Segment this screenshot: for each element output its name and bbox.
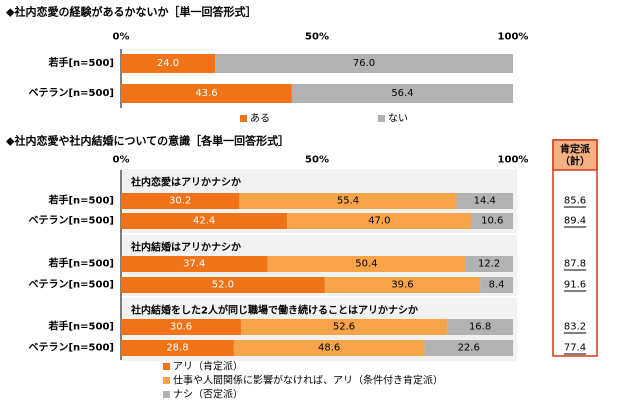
chart-2-category-label: ベテラン[n=500]	[28, 215, 114, 227]
chart-2-data-label: 12.2	[478, 259, 500, 270]
chart-2-legend-swatch	[163, 377, 170, 384]
chart-2-category-label: ベテラン[n=500]	[28, 342, 114, 354]
chart-1-tick-label: 0%	[113, 32, 130, 43]
chart-2-legend-label: ナシ（否定派）	[173, 388, 243, 401]
chart-2-category-label: ベテラン[n=500]	[28, 279, 114, 291]
chart-1-bar	[215, 54, 513, 73]
chart-2-bar	[233, 340, 425, 356]
chart-2-bar	[121, 193, 240, 209]
chart-2-data-label: 55.4	[337, 196, 359, 207]
chart-2-legend-swatch	[163, 363, 170, 370]
chart-1-bar	[291, 84, 513, 103]
chart-2-bar	[287, 213, 472, 229]
summary-total-value: 87.8	[564, 259, 586, 270]
chart-2-question-label: 社内結婚をした2人が同じ職場で働き続けることはアリかナシか	[130, 304, 418, 317]
chart-2-bar	[324, 277, 481, 293]
summary-total-value: 89.4	[564, 216, 586, 227]
chart-1-legend-swatch	[378, 115, 385, 122]
chart-1-data-label: 43.6	[195, 88, 217, 99]
chart-2-data-label: 22.6	[458, 343, 480, 354]
chart-2-legend-swatch	[163, 391, 170, 398]
chart-2-data-label: 39.6	[391, 280, 413, 291]
chart-1-legend-label: ない	[388, 113, 408, 125]
summary-subheader: （計）	[560, 155, 590, 168]
chart-2-bar	[121, 256, 268, 272]
chart-2-data-label: 8.4	[489, 280, 505, 291]
chart-1-category-label: ベテラン[n=500]	[28, 87, 114, 99]
chart-2-legend-label: アリ（肯定派）	[173, 360, 243, 373]
chart-1-tick-label: 100%	[498, 32, 529, 43]
summary-total-value: 85.6	[564, 196, 586, 207]
chart-2-bar	[447, 319, 513, 335]
chart-2-category-label: 若手[n=500]	[47, 320, 114, 333]
chart-2-category-label: 若手[n=500]	[47, 257, 114, 270]
chart-1-tick-label: 50%	[305, 32, 329, 43]
chart-1-title: ◆社内恋愛の経験があるかないか［単一回答形式］	[6, 5, 256, 19]
chart-2-data-label: 50.4	[355, 259, 377, 270]
chart-2-bar	[465, 256, 513, 272]
summary-total-value: 91.6	[564, 280, 586, 291]
chart-2-bar	[424, 340, 513, 356]
chart-2-bar	[471, 213, 513, 229]
chart-2-data-label: 28.8	[166, 343, 188, 354]
chart-1-bar	[121, 84, 292, 103]
chart-2-data-label: 37.4	[183, 259, 205, 270]
chart-1-legend-label: ある	[250, 113, 270, 125]
chart-2-bar	[267, 256, 466, 272]
chart-2-bar	[480, 277, 513, 293]
chart-2-data-label: 52.0	[212, 280, 234, 291]
summary-header: 肯定派	[560, 143, 591, 156]
chart-2-category-label: 若手[n=500]	[47, 194, 114, 207]
summary-total-value: 83.2	[564, 322, 586, 333]
chart-2-tick-label: 0%	[113, 155, 130, 166]
chart-2-question-label: 社内恋愛はアリかナシか	[130, 176, 241, 189]
chart-2-data-label: 47.0	[368, 216, 390, 227]
chart-1-legend-swatch	[240, 115, 247, 122]
chart-1-data-label: 56.4	[391, 88, 413, 99]
summary-total-value: 77.4	[564, 343, 586, 354]
chart-2-data-label: 16.8	[469, 322, 491, 333]
chart-2-data-label: 52.6	[333, 322, 355, 333]
chart-2-bar	[121, 277, 325, 293]
chart-2-legend-label: 仕事や人間関係に影響がなければ、アリ（条件付き肯定派）	[173, 374, 443, 387]
chart-2-tick-label: 50%	[305, 155, 329, 166]
chart-1-data-label: 76.0	[353, 58, 375, 69]
chart-2-data-label: 10.6	[481, 216, 503, 227]
chart-2-bar	[239, 193, 457, 209]
chart-2-question-label: 社内結婚はアリかナシか	[130, 241, 241, 254]
chart-2-bar	[456, 193, 513, 209]
chart-2-bar	[121, 319, 241, 335]
chart-2-title: ◆社内恋愛や社内結婚についての意識［各単一回答形式］	[6, 134, 289, 148]
chart-2-data-label: 42.4	[193, 216, 215, 227]
chart-2-bar	[121, 340, 234, 356]
chart-2-data-label: 14.4	[474, 196, 496, 207]
chart-2-bar	[240, 319, 448, 335]
chart-1-bar	[121, 54, 216, 73]
chart-2-tick-label: 100%	[498, 155, 529, 166]
chart-2-data-label: 48.6	[318, 343, 340, 354]
chart-2-data-label: 30.2	[169, 196, 191, 207]
chart-1-category-label: 若手[n=500]	[47, 56, 114, 69]
summary-box-header	[552, 139, 598, 171]
chart-1-data-label: 24.0	[157, 58, 179, 69]
chart-2-bar	[121, 213, 288, 229]
chart-2-data-label: 30.6	[170, 322, 192, 333]
